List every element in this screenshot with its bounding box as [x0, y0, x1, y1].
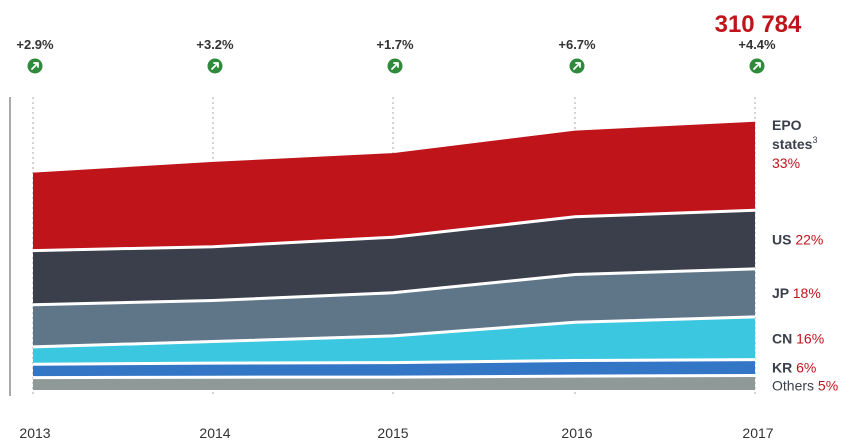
region-share-us: 22% — [795, 232, 823, 248]
growth-label-2013: +2.9% — [16, 37, 54, 52]
growth-label-2016: +6.7% — [558, 37, 596, 52]
region-share-kr: 6% — [796, 360, 816, 376]
region-share-jp: 18% — [793, 285, 821, 301]
separator-cn — [32, 315, 756, 349]
region-share-others: 5% — [818, 378, 838, 394]
region-label-epo-states-line2: states3 — [772, 135, 817, 152]
growth-label-2017: +4.4% — [738, 37, 776, 52]
region-label-cn: CN 16% — [772, 330, 824, 346]
growth-up-icon — [569, 58, 585, 74]
area-jp — [33, 268, 755, 347]
growth-label-2014: +3.2% — [196, 37, 234, 52]
tick-label-2013: 2013 — [19, 425, 50, 441]
growth-up-icon — [387, 58, 403, 74]
area-epo-states — [33, 121, 755, 251]
area-us — [33, 210, 755, 305]
region-share-cn: 16% — [796, 330, 824, 346]
tick-label-2014: 2014 — [199, 425, 230, 441]
separator-jp — [32, 267, 756, 307]
region-label-kr: KR 6% — [772, 360, 816, 376]
x-axis-tick-labels: 2013 2014 2015 2016 2017 — [19, 425, 773, 441]
region-label-others: Others 5% — [772, 378, 838, 394]
stacked-areas — [33, 121, 755, 390]
separator-others — [32, 374, 756, 380]
total-label: 310 784 — [715, 11, 802, 38]
tick-label-2015: 2015 — [377, 425, 408, 441]
separator-us — [32, 208, 756, 253]
growth-up-icon — [749, 58, 765, 74]
region-labels: EPO states3 33% US 22% JP 18% CN 16% KR 6% Othe… — [772, 117, 838, 394]
separator-kr — [32, 358, 756, 366]
region-share-epo-states: 33% — [772, 155, 800, 171]
series-separators — [32, 208, 756, 380]
growth-up-icon — [207, 58, 223, 74]
area-others — [33, 375, 755, 390]
growth-annotations: +2.9% +3.2% +1.7% +6.7% +4.4% — [16, 37, 776, 74]
region-label-epo-states: EPO — [772, 117, 802, 133]
region-label-us: US 22% — [772, 232, 823, 248]
tick-label-2016: 2016 — [561, 425, 592, 441]
growth-label-2015: +1.7% — [376, 37, 414, 52]
tick-label-2017: 2017 — [742, 425, 773, 441]
growth-up-icon — [27, 58, 43, 74]
region-label-jp: JP 18% — [772, 285, 821, 301]
area-cn — [33, 316, 755, 365]
